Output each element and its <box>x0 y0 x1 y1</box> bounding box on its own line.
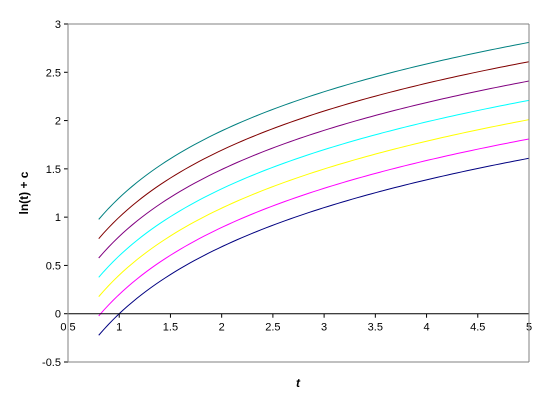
x-tick-label: 1.5 <box>163 322 178 334</box>
series-line-1 <box>98 138 530 317</box>
x-tick-label: 1 <box>116 322 122 334</box>
y-tick-label: 2 <box>55 116 61 128</box>
series-line-5 <box>98 61 530 240</box>
series-line-3 <box>98 99 530 278</box>
x-tick-label: 3.5 <box>368 322 383 334</box>
series-line-0 <box>98 157 530 336</box>
y-axis-tick-labels: -0.5 0 0.5 1 1.5 2 2.5 3 <box>42 19 68 369</box>
y-tick-label: 1.5 <box>46 164 61 176</box>
x-tick-label: 3 <box>321 322 327 334</box>
x-axis-tick-labels: 0.511.522.533.544.55 <box>60 313 532 334</box>
series-line-6 <box>98 41 530 220</box>
series-group <box>98 41 530 336</box>
series-line-2 <box>98 119 530 297</box>
x-tick-label: 2 <box>219 322 225 334</box>
series-line-4 <box>98 80 530 259</box>
y-tick-label: 1 <box>55 212 61 224</box>
x-tick-label: 4.5 <box>470 322 485 334</box>
y-tick-label: 0 <box>55 309 61 321</box>
x-tick-label: 2.5 <box>265 322 280 334</box>
x-tick-label: 4 <box>423 322 429 334</box>
y-tick-label: 3 <box>55 19 61 31</box>
y-tick-label: -0.5 <box>42 357 61 369</box>
y-axis-title: ln(t) + c <box>17 171 31 214</box>
y-tick-label: 2.5 <box>46 67 61 79</box>
x-axis-title: t <box>296 376 301 390</box>
y-tick-label: 0.5 <box>46 260 61 272</box>
